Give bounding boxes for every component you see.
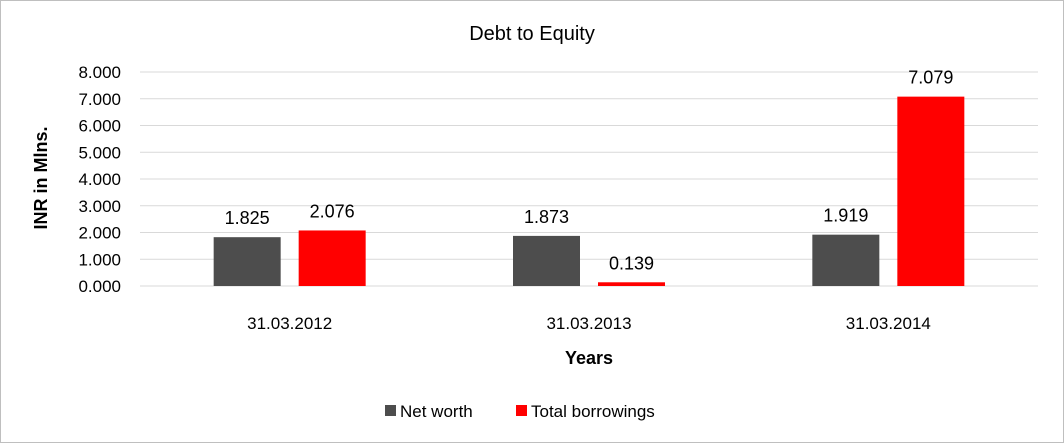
legend-label: Total borrowings (531, 402, 655, 421)
data-label: 7.079 (908, 68, 953, 88)
x-tick-label: 31.03.2012 (247, 314, 332, 333)
gridlines (140, 71, 1038, 287)
y-tick-labels: 0.000 1.000 2.000 3.000 4.000 5.000 6.000 7.000… (78, 63, 121, 296)
bar-total-borrowings (897, 96, 965, 286)
y-axis-title: INR in Mlns. (31, 127, 51, 230)
legend: Net worth Total borrowings (385, 402, 655, 421)
y-tick-label: 3.000 (78, 197, 121, 216)
legend-swatch (385, 405, 396, 416)
y-tick-label: 2.000 (78, 224, 121, 243)
data-label: 1.873 (524, 207, 569, 227)
y-tick-label: 4.000 (78, 170, 121, 189)
y-tick-label: 6.000 (78, 117, 121, 136)
bars (213, 96, 965, 286)
y-tick-label: 1.000 (78, 250, 121, 269)
y-tick-label: 5.000 (78, 143, 121, 162)
x-tick-label: 31.03.2014 (846, 314, 931, 333)
data-label: 2.076 (310, 201, 355, 221)
bar-total-borrowings (298, 230, 366, 286)
data-labels: 1.825 2.076 1.873 0.139 1.919 7.079 (225, 68, 954, 274)
x-axis-title: Years (565, 348, 613, 368)
bar-total-borrowings (598, 282, 665, 286)
bar-net-worth (213, 237, 281, 286)
x-tick-labels: 31.03.2012 31.03.2013 31.03.2014 (247, 314, 931, 333)
bar-net-worth (513, 235, 580, 286)
y-tick-label: 0.000 (78, 277, 121, 296)
x-tick-label: 31.03.2013 (546, 314, 631, 333)
legend-label: Net worth (400, 402, 473, 421)
y-tick-label: 8.000 (78, 63, 121, 82)
chart-title: Debt to Equity (469, 23, 595, 45)
legend-swatch (516, 405, 527, 416)
data-label: 0.139 (609, 253, 654, 273)
y-tick-label: 7.000 (78, 90, 121, 109)
data-label: 1.919 (823, 206, 868, 226)
bar-net-worth (812, 234, 880, 286)
data-label: 1.825 (225, 208, 270, 228)
